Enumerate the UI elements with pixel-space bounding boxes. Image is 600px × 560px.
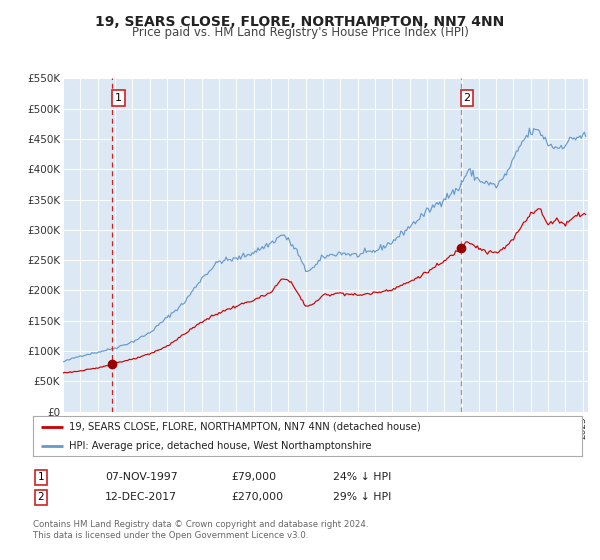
Text: 2: 2 [37, 492, 44, 502]
Text: 19, SEARS CLOSE, FLORE, NORTHAMPTON, NN7 4NN: 19, SEARS CLOSE, FLORE, NORTHAMPTON, NN7… [95, 15, 505, 29]
Text: £270,000: £270,000 [231, 492, 283, 502]
Text: 24% ↓ HPI: 24% ↓ HPI [333, 472, 391, 482]
Text: Contains HM Land Registry data © Crown copyright and database right 2024.
This d: Contains HM Land Registry data © Crown c… [33, 520, 368, 540]
Text: 12-DEC-2017: 12-DEC-2017 [105, 492, 177, 502]
Text: HPI: Average price, detached house, West Northamptonshire: HPI: Average price, detached house, West… [68, 441, 371, 451]
Text: 19, SEARS CLOSE, FLORE, NORTHAMPTON, NN7 4NN (detached house): 19, SEARS CLOSE, FLORE, NORTHAMPTON, NN7… [68, 422, 421, 432]
Text: 1: 1 [37, 472, 44, 482]
Text: Price paid vs. HM Land Registry's House Price Index (HPI): Price paid vs. HM Land Registry's House … [131, 26, 469, 39]
Text: 07-NOV-1997: 07-NOV-1997 [105, 472, 178, 482]
Text: 2: 2 [463, 93, 470, 103]
Text: 29% ↓ HPI: 29% ↓ HPI [333, 492, 391, 502]
Text: £79,000: £79,000 [231, 472, 276, 482]
Text: 1: 1 [115, 93, 122, 103]
